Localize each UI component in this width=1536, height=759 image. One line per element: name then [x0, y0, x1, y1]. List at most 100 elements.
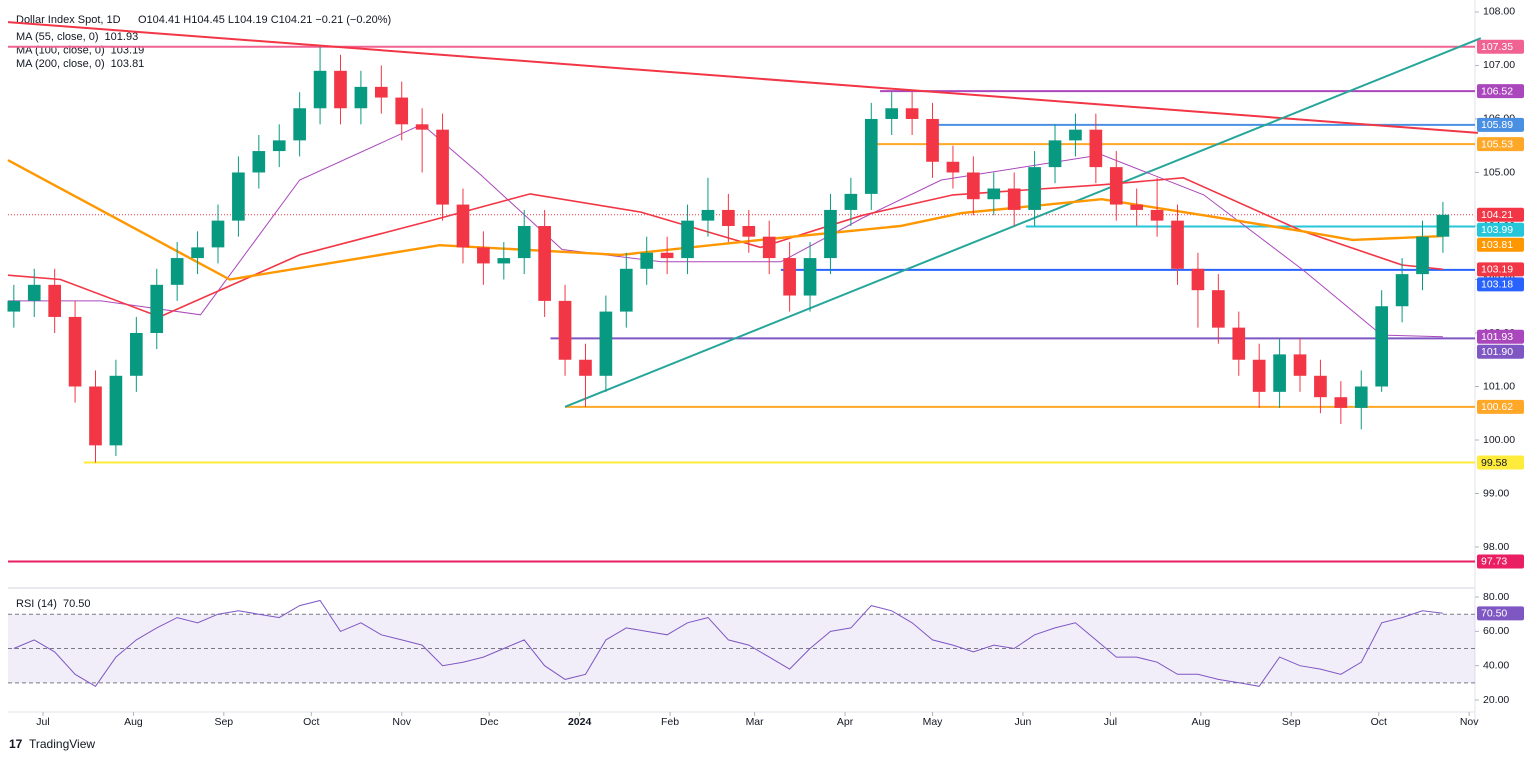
candle-body — [272, 140, 286, 152]
candle-body — [313, 70, 327, 109]
price-badge-label: 99.58 — [1481, 457, 1507, 469]
candle-body — [27, 284, 41, 301]
y-tick-label: 40.00 — [1483, 659, 1509, 671]
candle-body — [783, 258, 796, 296]
price-badge-label: 105.53 — [1481, 138, 1513, 150]
candle-body — [232, 172, 245, 221]
candle-body — [905, 108, 919, 119]
logo: 17 TradingView — [9, 737, 95, 751]
x-tick-label: Aug — [1192, 716, 1211, 728]
candle-body — [48, 284, 61, 317]
price-badge-label: 104.21 — [1481, 209, 1513, 221]
moving-average — [7, 176, 1443, 318]
price-badge-label: 105.89 — [1481, 119, 1513, 131]
moving-average — [7, 159, 1443, 281]
candle-body — [1232, 327, 1246, 360]
y-tick-label: 107.00 — [1483, 59, 1515, 71]
price-badge-label: 103.19 — [1481, 264, 1513, 276]
price-badge — [1477, 455, 1524, 470]
moving-average — [8, 123, 1443, 338]
price-badge-label: 70.50 — [1481, 608, 1507, 620]
legend-label: MA (55, close, 0) — [16, 31, 99, 43]
candle-body — [7, 300, 21, 312]
candle-body — [701, 209, 715, 221]
rsi-value: 70.50 — [63, 598, 91, 610]
x-tick-label: Feb — [661, 716, 679, 728]
candle-body — [1252, 359, 1266, 392]
candle-body — [1171, 220, 1184, 269]
x-tick-label: Jul — [1104, 716, 1117, 728]
candle-body — [660, 252, 674, 259]
logo-mark: 17 — [9, 737, 23, 751]
y-tick-label: 100.00 — [1483, 434, 1515, 446]
y-tick-label: 105.00 — [1483, 166, 1515, 178]
candle-body — [1150, 209, 1164, 221]
candle-body — [762, 236, 776, 259]
candle-body — [497, 258, 511, 264]
y-tick-label: 98.00 — [1483, 541, 1509, 553]
candle-body — [864, 118, 878, 194]
x-tick-label: Jun — [1014, 716, 1031, 728]
candle-body — [1069, 129, 1082, 141]
candle-body — [1089, 129, 1103, 168]
candle-body — [1007, 188, 1021, 210]
price-badge — [1477, 117, 1524, 132]
price-badge — [1477, 277, 1524, 292]
trend-line — [7, 21, 1478, 134]
price-badge-label: 97.73 — [1481, 556, 1507, 568]
legend-value: 103.81 — [111, 58, 145, 70]
price-badge-label: 106.52 — [1481, 85, 1513, 97]
candle-body — [1314, 375, 1327, 398]
candle-body — [1048, 140, 1062, 168]
candle-body — [926, 118, 939, 162]
chart-title: Dollar Index Spot, 1D — [16, 14, 121, 26]
candle-body — [1416, 236, 1429, 275]
candle-body — [374, 86, 388, 98]
candle-body — [1354, 386, 1368, 408]
candle-body — [129, 332, 143, 376]
price-badge-label: 107.35 — [1481, 41, 1513, 53]
x-tick-label: Sep — [1282, 716, 1301, 728]
candle-body — [1130, 204, 1144, 210]
price-badge — [1477, 262, 1524, 277]
x-tick-label: Oct — [1371, 716, 1387, 728]
candle-body — [742, 225, 756, 237]
candle-body — [456, 204, 470, 248]
rsi-band — [8, 614, 1475, 683]
y-tick-label: 20.00 — [1483, 694, 1509, 706]
price-badge — [1477, 344, 1524, 359]
candle-body — [967, 172, 980, 200]
price-badge — [1477, 399, 1524, 414]
x-tick-label: Oct — [303, 716, 319, 728]
price-badge-label: 103.99 — [1481, 224, 1513, 236]
candle-body — [599, 311, 613, 376]
price-badge — [1477, 606, 1524, 621]
price-badge — [1477, 237, 1524, 252]
candle-body — [824, 209, 837, 259]
y-tick-label: 80.00 — [1483, 591, 1509, 603]
candle-body — [252, 151, 266, 173]
candle-body — [1109, 167, 1123, 205]
candle-body — [89, 386, 102, 446]
candle-body — [517, 225, 531, 259]
x-tick-label: Mar — [746, 716, 765, 728]
candle-body — [1436, 214, 1450, 237]
rsi-line — [13, 599, 1443, 687]
trend-line — [564, 37, 1482, 408]
x-tick-label: Aug — [124, 716, 143, 728]
candle-body — [211, 220, 225, 248]
ohlc: O104.41 H104.45 L104.19 C104.21 −0.21 (−… — [138, 14, 391, 26]
candle-body — [558, 300, 572, 360]
price-badge — [1477, 554, 1524, 569]
legend-value: 101.93 — [105, 31, 139, 43]
price-badge — [1477, 84, 1524, 99]
x-tick-label: Jul — [36, 716, 49, 728]
candle-body — [477, 247, 490, 264]
price-badge-label: 103.81 — [1481, 239, 1513, 251]
candle-body — [987, 188, 1001, 200]
candle-body — [1273, 354, 1286, 392]
candle-body — [1334, 397, 1348, 408]
footer: TradingView — [29, 737, 95, 751]
